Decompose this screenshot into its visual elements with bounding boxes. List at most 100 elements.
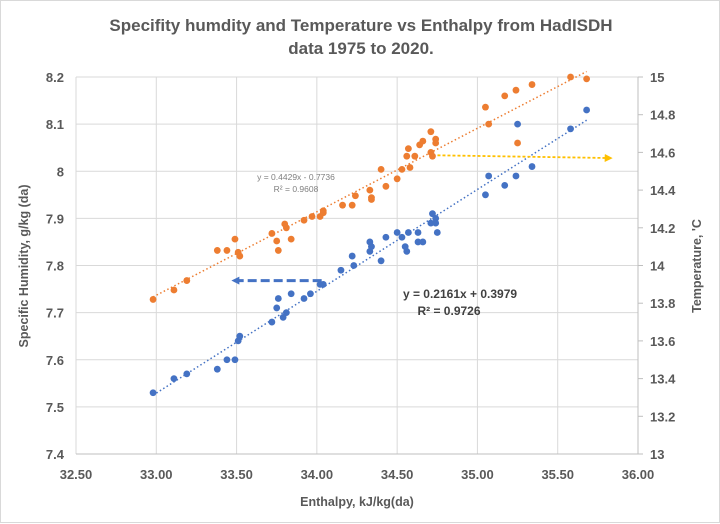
humidity-point [274, 295, 282, 302]
chart-title-line-1: Specifity humdity and Temperature vs Ent… [109, 16, 612, 35]
temperature-point [282, 224, 290, 232]
humidity-point [404, 229, 412, 236]
y-axis-right-label: Temperature, 'C [690, 219, 704, 313]
y-left-tick-label: 7.8 [46, 259, 64, 274]
humidity-point [382, 233, 390, 241]
humidity-trendline [152, 119, 588, 396]
humidity-point [398, 233, 406, 241]
temperature-point [213, 247, 221, 254]
humidity-point [236, 332, 244, 340]
axes: 32.50 33.00 33.50 34.00 34.50 35.00 35.50 36.00… [46, 70, 676, 482]
temperature-point [482, 103, 489, 111]
humidity-point [170, 375, 178, 382]
humidity-point [300, 295, 308, 302]
humidity-point [268, 318, 276, 326]
humidity-point [567, 125, 574, 133]
y-left-tick-label: 7.4 [46, 447, 65, 462]
temperature-point [236, 252, 244, 260]
x-tick-label: 32.50 [60, 467, 93, 482]
temperature-point [149, 296, 157, 303]
humidity-point [414, 229, 422, 236]
humidity-point [282, 309, 290, 317]
humidity-point [432, 214, 440, 222]
humidity-point [501, 181, 509, 189]
temperature-point [404, 145, 412, 153]
temperature-point [366, 186, 374, 194]
x-tick-label: 36.00 [622, 467, 655, 482]
humidity-point [485, 172, 493, 180]
temperature-point [223, 247, 231, 254]
temperature-point [273, 237, 281, 245]
humidity-point [427, 219, 435, 227]
humidity-point [403, 247, 411, 255]
y-left-tick-label: 8.1 [46, 117, 64, 132]
humidity-point [337, 266, 345, 274]
temperature-trend-r2: R² = 0.9608 [274, 184, 319, 194]
y-left-tick-label: 8 [57, 164, 64, 179]
data-points [149, 73, 591, 397]
temperature-trendline [152, 70, 587, 298]
temperature-point [528, 81, 536, 88]
temperature-point [319, 207, 327, 215]
humidity-point [514, 120, 521, 128]
humidity-point [419, 238, 427, 246]
humidity-point [528, 163, 536, 170]
y-right-tick-label: 14.4 [650, 183, 676, 198]
chart-title-line-2: data 1975 to 2020. [288, 39, 434, 58]
y-right-tick-label: 13.8 [650, 296, 675, 311]
humidity-point [512, 172, 520, 180]
x-tick-label: 33.00 [140, 467, 173, 482]
y-left-tick-label: 7.7 [46, 306, 64, 321]
x-tick-label: 34.50 [381, 467, 414, 482]
temperature-point [308, 213, 316, 220]
temperature-point [274, 247, 282, 254]
humidity-point [393, 229, 401, 236]
humidity-point [583, 106, 591, 114]
y-right-tick-label: 14.8 [650, 108, 675, 123]
temperature-point [351, 192, 359, 200]
humidity-point [377, 257, 385, 265]
humidity-point [482, 191, 489, 199]
temperature-point [382, 182, 390, 190]
temperature-point [419, 137, 427, 145]
x-tick-label: 35.50 [541, 467, 574, 482]
temperature-point [368, 196, 375, 203]
y-right-tick-label: 14.6 [650, 145, 675, 160]
temperature-point [514, 139, 521, 147]
x-tick-label: 35.00 [461, 467, 494, 482]
humidity-point [287, 290, 295, 298]
temperature-point [300, 216, 308, 224]
y-right-tick-label: 13 [650, 447, 664, 462]
y-right-tick-label: 13.2 [650, 409, 675, 424]
temperature-arrow [432, 153, 613, 162]
humidity-point [307, 290, 314, 298]
temperature-point [268, 230, 276, 237]
humidity-point [433, 229, 441, 236]
humidity-point [183, 370, 191, 378]
y-left-tick-label: 7.6 [46, 353, 64, 368]
temperature-point [398, 165, 406, 173]
humidity-point [414, 238, 422, 246]
x-tick-label: 34.00 [301, 467, 334, 482]
temperature-point [429, 152, 436, 160]
humidity-point [350, 262, 358, 269]
temperature-point [485, 120, 493, 128]
temperature-point [567, 73, 574, 81]
humidity-point [368, 243, 375, 251]
temperature-point [231, 235, 239, 243]
temperature-point [432, 139, 440, 147]
temperature-point [348, 201, 356, 209]
humidity-point [432, 219, 440, 227]
temperature-point [403, 152, 411, 160]
y-right-tick-label: 13.6 [650, 334, 675, 349]
humidity-point [213, 365, 221, 373]
y-left-tick-label: 8.2 [46, 70, 64, 85]
humidity-point [273, 304, 281, 312]
humidity-point [319, 280, 327, 288]
temperature-point [377, 165, 385, 173]
humidity-trend-r2: R² = 0.9726 [417, 304, 480, 318]
y-right-tick-label: 15 [650, 70, 664, 85]
y-left-tick-label: 7.9 [46, 211, 64, 226]
temperature-point [393, 175, 401, 183]
